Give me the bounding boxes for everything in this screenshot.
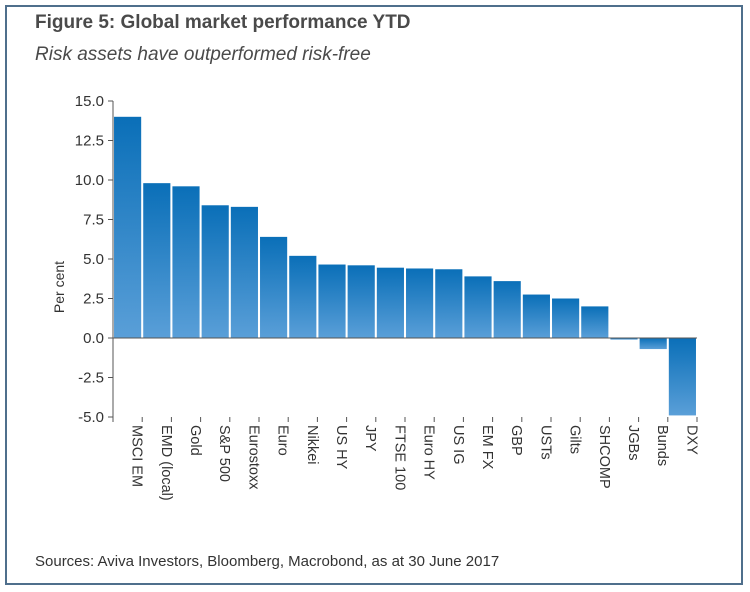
bar: [318, 264, 346, 338]
bar: [581, 306, 609, 338]
bar: [464, 276, 492, 338]
y-tick-label: 10.0: [75, 172, 104, 189]
x-tick-label: JPY: [362, 425, 378, 452]
chart-subtitle: Risk assets have outperformed risk-free: [35, 44, 371, 65]
y-tick-label: 12.5: [75, 133, 104, 150]
bar: [201, 205, 229, 338]
source-note: Sources: Aviva Investors, Bloomberg, Mac…: [35, 553, 500, 570]
x-tick-label: EM FX: [479, 425, 495, 470]
x-tick-label: GBP: [508, 425, 524, 456]
bar: [376, 267, 404, 338]
bar: [289, 255, 317, 338]
x-tick-label: S&P 500: [216, 425, 232, 482]
bar: [172, 186, 200, 338]
y-tick-label: 7.5: [83, 212, 104, 229]
bar: [347, 265, 375, 338]
x-tick-label: Euro HY: [421, 425, 437, 480]
y-tick-label: -2.5: [78, 370, 104, 387]
bar: [435, 269, 463, 338]
bar: [522, 294, 550, 338]
bar: [114, 116, 142, 338]
bar: [406, 268, 434, 338]
x-tick-label: Gold: [187, 425, 203, 456]
bars: [114, 116, 696, 416]
bar: [260, 236, 288, 338]
chart-title: Figure 5: Global market performance YTD: [35, 12, 411, 33]
bar: [143, 183, 171, 338]
y-tick-label: -5.0: [78, 409, 104, 426]
x-tick-label: JGBs: [625, 425, 641, 460]
x-tick-label: DXY: [683, 425, 699, 455]
y-axis: 15.0 12.5 10.0 7.5 5.0 2.5 0.0 -2.5 -5.0: [75, 93, 114, 426]
bar: [493, 281, 521, 338]
bar: [230, 206, 258, 338]
y-tick-label: 5.0: [83, 251, 104, 268]
x-tick-label: Nikkei: [304, 425, 320, 464]
x-tick-label: Euro: [275, 425, 291, 456]
x-tick-label: Eurostoxx: [245, 425, 261, 490]
y-tick-label: 2.5: [83, 291, 104, 308]
x-axis: MSCI EM EMD (local) Gold S&P 500 Eurostoxx Eu…: [112, 337, 699, 501]
x-tick-label: SHCOMP: [596, 425, 612, 489]
bar: [668, 338, 696, 416]
bar: [639, 338, 667, 350]
bar: [552, 298, 580, 338]
x-tick-label: FTSE 100: [391, 425, 407, 490]
bar: [610, 338, 638, 340]
y-tick-label: 0.0: [83, 330, 104, 347]
x-tick-label: US IG: [450, 425, 466, 464]
x-tick-label: Bunds: [654, 425, 670, 466]
x-tick-label: MSCI EM: [129, 425, 145, 487]
x-tick-label: USTs: [537, 425, 553, 460]
x-tick-label: Gilts: [567, 425, 583, 454]
x-tick-label: US HY: [333, 425, 349, 470]
y-axis-label: Per cent: [51, 261, 67, 313]
y-tick-label: 15.0: [75, 93, 104, 110]
x-tick-label: EMD (local): [158, 425, 174, 501]
